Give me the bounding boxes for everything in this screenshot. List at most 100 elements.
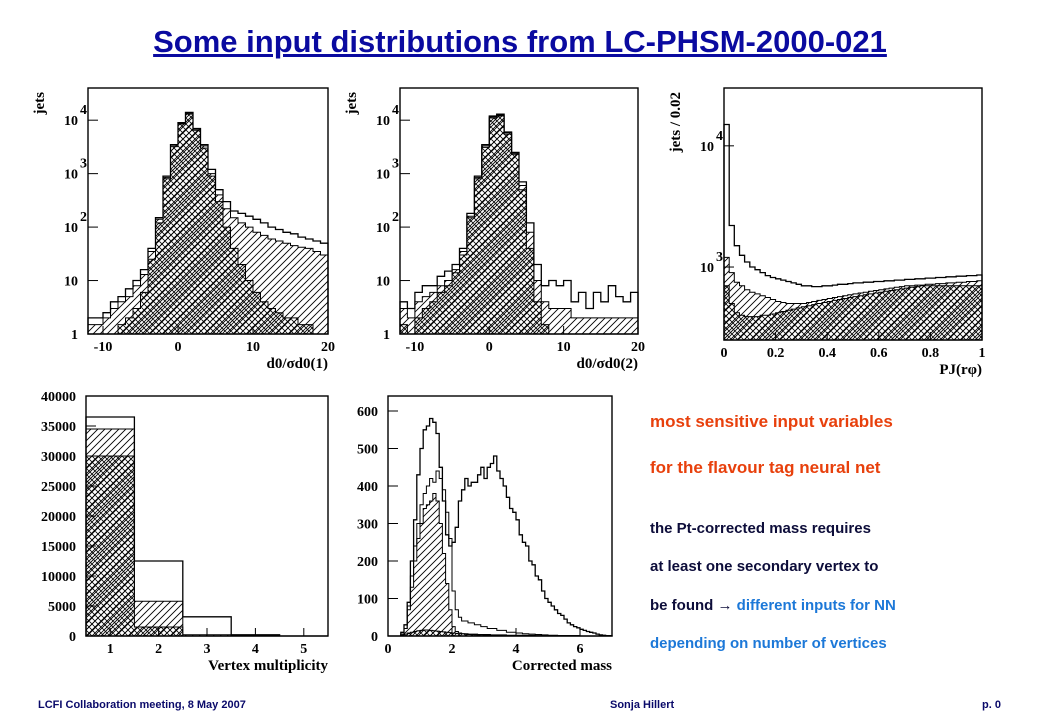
y-axis-label: jets	[32, 92, 48, 116]
y-tick-label-3: 10	[64, 168, 78, 183]
slide-title: Some input distributions from LC-PHSM-20…	[153, 24, 887, 59]
y-tick-exponent-0: 3	[716, 250, 723, 265]
y-tick-exponent-1: 4	[716, 129, 723, 144]
y-tick-label-0: 1	[71, 328, 78, 343]
y-tick-label-1: 10	[376, 275, 390, 290]
y-tick-exponent-3: 3	[392, 157, 399, 172]
y-tick-label-4: 10	[64, 114, 78, 129]
histogram-series-3	[85, 455, 328, 637]
y-axis-label: jets	[344, 92, 360, 116]
histogram-series-3	[88, 113, 328, 335]
text-be-found: be found → different inputs for NN	[650, 597, 896, 614]
y-tick-label-2: 200	[357, 555, 378, 570]
x-tick-label-0: 0	[721, 346, 728, 361]
x-tick-label-2: 10	[246, 340, 260, 355]
histogram-series-1	[399, 113, 639, 335]
x-tick-label-2: 10	[557, 340, 571, 355]
y-tick-exponent-2: 2	[392, 210, 399, 225]
y-tick-exponent-3: 3	[80, 157, 87, 172]
y-tick-exponent-4: 4	[392, 103, 399, 118]
x-tick-label-1: 0	[175, 340, 182, 355]
footer-center: Sonja Hillert	[610, 699, 675, 711]
y-tick-label-1: 10	[700, 140, 714, 155]
y-tick-label-3: 10	[376, 168, 390, 183]
y-tick-label-3: 300	[357, 518, 378, 533]
text-secondary-vertex: at least one secondary vertex to	[650, 558, 879, 575]
plot-frame	[87, 87, 329, 335]
y-tick-exponent-2: 2	[80, 210, 87, 225]
x-tick-label-5: 1	[979, 346, 986, 361]
y-tick-label-4: 400	[357, 480, 378, 495]
plot-frame	[387, 395, 613, 637]
y-tick-label-3: 15000	[41, 540, 76, 555]
x-axis-label: d0/σd0(1)	[266, 356, 328, 372]
y-tick-label-0: 10	[700, 261, 714, 276]
x-tick-label-4: 5	[300, 642, 307, 657]
x-tick-label-3: 6	[577, 642, 584, 657]
text-depending-on-vertices: depending on number of vertices	[650, 635, 887, 652]
y-tick-label-5: 25000	[41, 480, 76, 495]
text-flavour-tag: for the flavour tag neural net	[650, 458, 881, 477]
x-tick-label-3: 4	[252, 642, 259, 657]
plot-frame	[723, 87, 983, 341]
y-tick-label-0: 0	[69, 630, 76, 645]
y-tick-label-8: 40000	[41, 390, 76, 405]
x-tick-label-0: 1	[107, 642, 114, 657]
text-most-sensitive: most sensitive input variables	[650, 412, 893, 431]
x-axis-label: Vertex multiplicity	[208, 658, 328, 674]
text-pt-corrected: the Pt-corrected mass requires	[650, 520, 871, 537]
x-tick-label-1: 0.2	[767, 346, 785, 361]
y-tick-label-2: 10	[376, 221, 390, 236]
chart-svg: 1 2 3 4 5 0 5000 10000 15000 20000 25000 30000 35000…	[41, 390, 329, 674]
histogram-series-1	[388, 417, 613, 637]
x-tick-label-4: 0.8	[922, 346, 940, 361]
chart-svg: 0 2 4 6 0 100 200 300 400 500 600 Corrected mass	[357, 395, 613, 674]
y-axis-label: jets / 0.02	[668, 92, 684, 153]
x-tick-label-1: 2	[155, 642, 162, 657]
text-different-inputs: different inputs for NN	[732, 597, 896, 614]
x-axis-label: PJ(rφ)	[939, 362, 982, 378]
x-tick-label-0: 0	[385, 642, 392, 657]
footer-right: p. 0	[982, 699, 1001, 711]
histogram-series-1	[87, 111, 329, 335]
plot-frame	[399, 87, 639, 335]
y-tick-label-6: 600	[357, 405, 378, 420]
y-tick-label-2: 10	[64, 221, 78, 236]
x-tick-label-3: 20	[631, 340, 645, 355]
y-tick-label-1: 100	[357, 593, 378, 608]
x-tick-label-0: -10	[94, 340, 113, 355]
footer-left: LCFI Collaboration meeting, 8 May 2007	[38, 699, 246, 711]
histogram-series-3	[723, 285, 983, 341]
y-tick-label-0: 1	[383, 328, 390, 343]
x-axis-label: d0/σd0(2)	[576, 356, 638, 372]
y-tick-label-7: 35000	[41, 420, 76, 435]
chart-d0-significance-2: -10 0 10 20 1 10 10 2 10 3 10 4 d0/σd0(2) jets	[344, 82, 645, 374]
histogram-series-4	[388, 629, 612, 637]
y-tick-exponent-4: 4	[80, 103, 87, 118]
chart-corrected-mass: 0 2 4 6 0 100 200 300 400 500 600 Corrected mass	[340, 390, 616, 674]
x-tick-label-0: -10	[406, 340, 425, 355]
x-axis-label: Corrected mass	[512, 658, 612, 674]
y-tick-label-2: 10000	[41, 570, 76, 585]
y-tick-label-4: 20000	[41, 510, 76, 525]
y-tick-label-1: 10	[64, 275, 78, 290]
histogram-series-1	[723, 123, 983, 341]
x-tick-label-1: 0	[486, 340, 493, 355]
chart-vertex-multiplicity: 1 2 3 4 5 0 5000 10000 15000 20000 25000 30000 35000…	[32, 390, 332, 674]
y-tick-label-5: 500	[357, 443, 378, 458]
x-tick-label-2: 0.4	[818, 346, 836, 361]
x-tick-label-3: 0.6	[870, 346, 888, 361]
x-tick-label-3: 20	[321, 340, 335, 355]
y-tick-label-0: 0	[371, 630, 378, 645]
right-arrow-icon: →	[717, 597, 733, 614]
x-tick-label-2: 3	[204, 642, 211, 657]
y-tick-label-4: 10	[376, 114, 390, 129]
x-tick-label-2: 4	[513, 642, 520, 657]
y-tick-label-6: 30000	[41, 450, 76, 465]
x-tick-label-1: 2	[449, 642, 456, 657]
histogram-series-3	[388, 493, 612, 637]
chart-d0-significance-1: -10 0 10 20 1 10 10 2 10 3 10 4 d0/σd0(1) jets	[30, 82, 335, 374]
